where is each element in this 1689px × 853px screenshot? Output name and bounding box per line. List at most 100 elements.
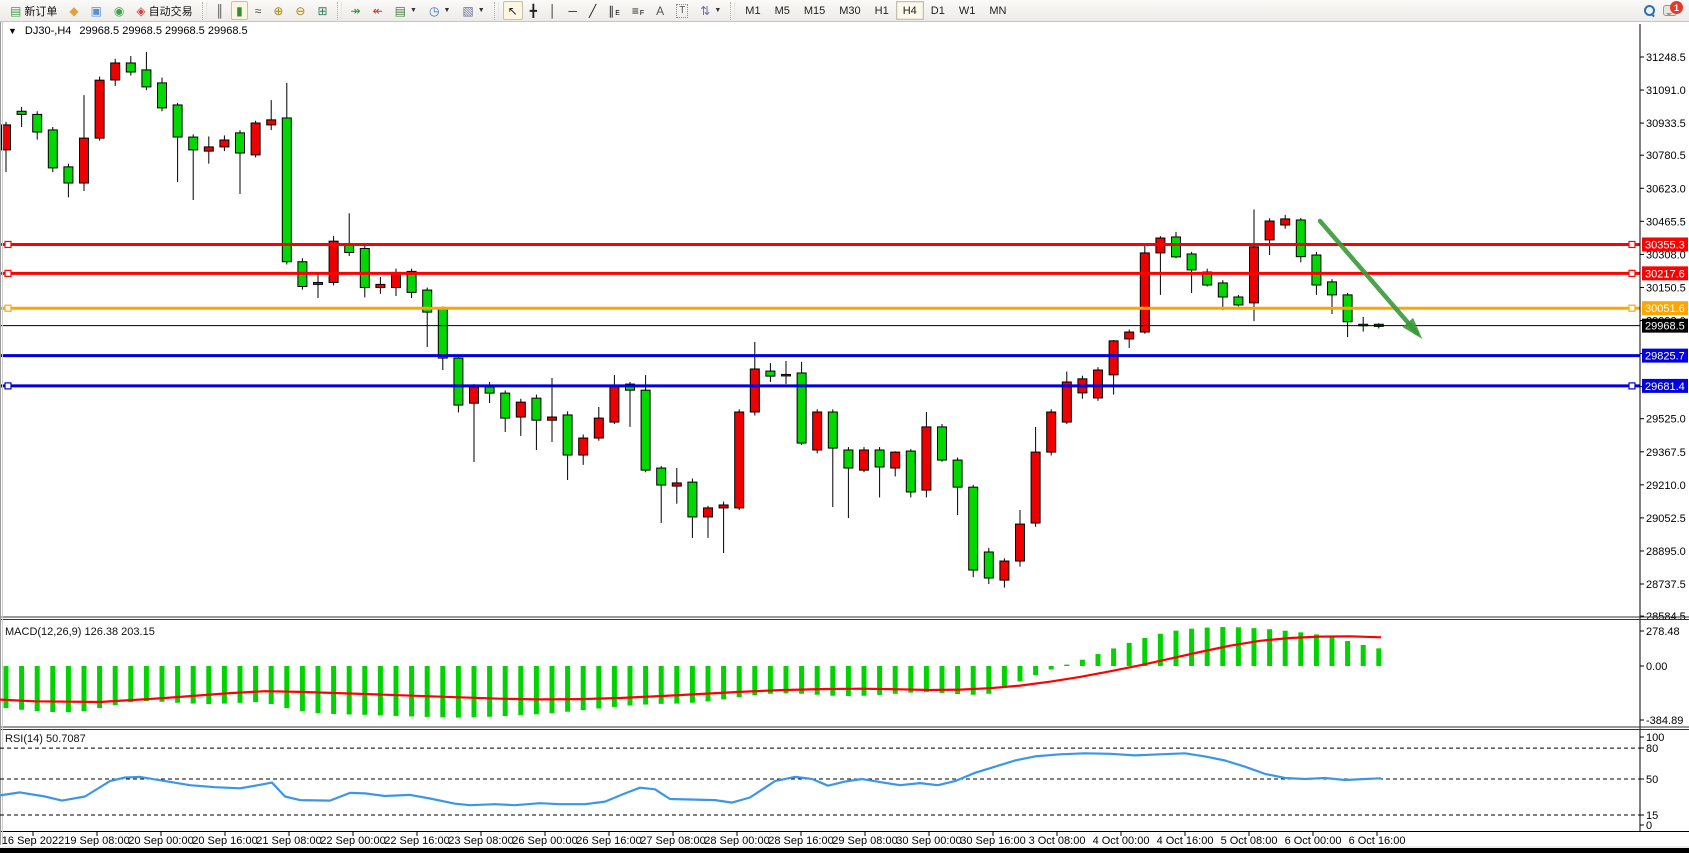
channel-button[interactable]: ∥ E [603, 1, 625, 20]
svg-text:3 Oct 08:00: 3 Oct 08:00 [1029, 835, 1086, 847]
timeframe-h4-button[interactable]: H4 [895, 1, 924, 20]
autotrading-button-label: 自动交易 [148, 5, 193, 18]
chart-profiles-icon: ▣ [90, 3, 102, 18]
chart-profiles-button[interactable]: ▣ [86, 1, 107, 20]
chevron-down-icon[interactable]: ▼ [714, 7, 722, 14]
fibonacci-button[interactable]: ≡ F [627, 1, 649, 20]
market-watch-button[interactable]: ◆ [64, 1, 83, 20]
bar-chart-button[interactable]: ║ [211, 1, 230, 20]
autotrading-icon: ◈ [136, 3, 146, 18]
vertical-line-icon: │ [548, 3, 557, 18]
macd-pane[interactable] [0, 627, 1382, 718]
timeframe-m30-button[interactable]: M30 [839, 4, 861, 17]
main-toolbar: ▤ 新订单 ◆ ▣ ◉ ◈ 自动交易 ║ ▮ ≈ ⊕ ⊖ ⊞ ↠ ↞ ▤ ▼ ◷ ▼ ▧ ▼ ↖ ╋ │ ─ ╱ ∥ E ≡ F A T ⇅ ▼ M… [0, 0, 1689, 22]
svg-text:29525.0: 29525.0 [1646, 414, 1686, 426]
timeframe-m5-button[interactable]: M5 [774, 4, 790, 17]
clock-icon: ◷ [428, 3, 440, 18]
timeframe-m15-button[interactable]: M15 [803, 4, 826, 17]
channel-icon: ∥ [608, 3, 615, 18]
svg-text:29052.5: 29052.5 [1646, 513, 1686, 525]
toolbar-group-timeframes: M1 M5 M15 M30 H1 H4 D1 W1 MN [738, 0, 1013, 22]
crosshair-icon: ╋ [529, 3, 537, 18]
price-line-30051.6[interactable] [0, 304, 1640, 312]
auto-scroll-button[interactable]: ↠ [346, 1, 366, 20]
price-line-30217.6[interactable] [0, 269, 1640, 277]
search-icon[interactable] [1644, 5, 1655, 16]
trendline-button[interactable]: ╱ [584, 1, 601, 20]
text-label-button[interactable]: T [671, 1, 693, 20]
svg-text:6 Oct 00:00: 6 Oct 00:00 [1285, 835, 1342, 847]
new-chart-button[interactable]: ▤ ▼ [390, 1, 422, 20]
chevron-down-icon[interactable]: ▼ [477, 7, 485, 14]
svg-text:22 Sep 00:00: 22 Sep 00:00 [320, 835, 385, 847]
timeframe-w1-button[interactable]: W1 [958, 4, 976, 17]
svg-text:278.48: 278.48 [1646, 626, 1680, 638]
autotrading-button[interactable]: ◈ 自动交易 [131, 1, 197, 20]
svg-text:-384.89: -384.89 [1646, 715, 1683, 727]
horizontal-lines[interactable] [0, 240, 1640, 390]
fibonacci-icon-sub: F [639, 10, 645, 17]
cursor-button[interactable]: ↖ [502, 1, 523, 20]
trendline-icon: ╱ [588, 3, 597, 18]
symbol-dropdown-icon[interactable]: ▼ [8, 26, 17, 36]
svg-text:30 Sep 00:00: 30 Sep 00:00 [896, 835, 961, 847]
timeframe-mn-button[interactable]: MN [989, 4, 1007, 17]
macd-axis: 278.48 0.00 -384.89 [1640, 626, 1683, 727]
svg-text:29210.0: 29210.0 [1646, 480, 1686, 492]
price-line-29681.4[interactable] [0, 382, 1640, 390]
new-order-icon: ▤ [10, 3, 22, 18]
zoom-in-button[interactable]: ⊕ [268, 1, 288, 20]
template-button[interactable]: ▧ ▼ [457, 1, 489, 20]
alerts-button[interactable]: ◉ [109, 1, 129, 20]
toolbar-group-trade: ▤ 新订单 ◆ ▣ ◉ ◈ 自动交易 [4, 0, 199, 22]
horizontal-line-button[interactable]: ─ [563, 1, 582, 20]
svg-text:30623.0: 30623.0 [1646, 183, 1686, 195]
chart-shift-button[interactable]: ↞ [368, 1, 388, 20]
new-order-button-label: 新订单 [24, 5, 58, 18]
svg-text:19 Sep 08:00: 19 Sep 08:00 [64, 835, 129, 847]
market-watch-icon: ◆ [69, 3, 79, 18]
crosshair-button[interactable]: ╋ [525, 1, 542, 20]
timeframe-d1-button[interactable]: D1 [930, 4, 945, 17]
svg-text:28 Sep 00:00: 28 Sep 00:00 [704, 835, 769, 847]
svg-text:5 Oct 08:00: 5 Oct 08:00 [1221, 835, 1278, 847]
svg-text:30217.6: 30217.6 [1645, 268, 1685, 280]
price-badge-30355.3: 30355.3 [1642, 237, 1688, 252]
arrows-icon: ⇅ [700, 3, 711, 18]
chart-quote-values: 29968.5 29968.5 29968.5 29968.5 [79, 25, 248, 37]
line-chart-button[interactable]: ≈ [250, 1, 267, 20]
rsi-pane[interactable] [0, 747, 1640, 816]
tile-windows-button[interactable]: ⊞ [312, 1, 332, 20]
candlestick-chart-icon: ▮ [236, 3, 243, 18]
chevron-down-icon[interactable]: ▼ [443, 7, 451, 14]
svg-text:29 Sep 08:00: 29 Sep 08:00 [832, 835, 897, 847]
chat-icon[interactable]: 1 [1663, 1, 1683, 16]
svg-text:30355.3: 30355.3 [1645, 239, 1685, 251]
candlestick-chart-button[interactable]: ▮ [231, 1, 248, 20]
price-line-30355.3[interactable] [0, 240, 1640, 249]
svg-text:31091.0: 31091.0 [1646, 85, 1686, 97]
text-button[interactable]: A [651, 1, 669, 20]
arrows-button[interactable]: ⇅ ▼ [695, 1, 726, 20]
alerts-icon: ◉ [113, 3, 125, 18]
current-price-badge: 29968.5 [1642, 318, 1688, 333]
price-badge-30217.6: 30217.6 [1642, 266, 1688, 281]
svg-text:22 Sep 16:00: 22 Sep 16:00 [384, 835, 449, 847]
vertical-line-button[interactable]: │ [544, 1, 562, 20]
svg-text:30933.5: 30933.5 [1646, 118, 1686, 130]
timeframe-h1-button[interactable]: H1 [874, 4, 889, 17]
trend-arrow-annotation[interactable] [1317, 218, 1423, 340]
svg-text:21 Sep 08:00: 21 Sep 08:00 [256, 835, 321, 847]
timeframe-m1-button[interactable]: M1 [745, 4, 761, 17]
template-icon: ▧ [462, 3, 474, 18]
zoom-out-button[interactable]: ⊖ [290, 1, 310, 20]
new-order-button[interactable]: ▤ 新订单 [5, 1, 62, 20]
price-axis[interactable]: 31248.5 31091.0 30933.5 30780.5 30623.0 30465… [1639, 24, 1688, 831]
svg-text:31248.5: 31248.5 [1646, 52, 1686, 64]
period-button[interactable]: ◷ ▼ [424, 1, 455, 20]
window-bottom-strip [0, 846, 1689, 853]
svg-text:6 Oct 16:00: 6 Oct 16:00 [1349, 835, 1406, 847]
chevron-down-icon[interactable]: ▼ [410, 7, 417, 14]
